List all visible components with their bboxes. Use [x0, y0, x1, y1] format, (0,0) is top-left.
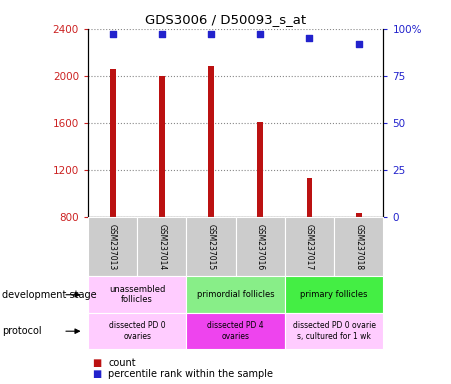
Bar — [159, 76, 165, 217]
Point — [306, 35, 313, 41]
Text: GSM237015: GSM237015 — [207, 223, 216, 270]
Bar — [208, 66, 214, 217]
Text: protocol: protocol — [2, 326, 42, 336]
Text: GSM237017: GSM237017 — [305, 223, 314, 270]
Bar — [110, 69, 115, 217]
Bar — [258, 122, 263, 217]
Text: primary follicles: primary follicles — [300, 290, 368, 299]
Text: development stage: development stage — [2, 290, 97, 300]
Text: GSM237018: GSM237018 — [354, 223, 363, 270]
Point — [257, 31, 264, 38]
Text: count: count — [108, 358, 136, 368]
Text: ■: ■ — [92, 358, 102, 368]
Point — [207, 31, 215, 38]
Text: dissected PD 4
ovaries: dissected PD 4 ovaries — [207, 321, 264, 341]
Text: dissected PD 0 ovarie
s, cultured for 1 wk: dissected PD 0 ovarie s, cultured for 1 … — [293, 321, 376, 341]
Text: dissected PD 0
ovaries: dissected PD 0 ovaries — [109, 321, 166, 341]
Text: GSM237014: GSM237014 — [157, 223, 166, 270]
Bar — [356, 213, 362, 217]
Text: unassembled
follicles: unassembled follicles — [109, 285, 166, 305]
Text: GSM237016: GSM237016 — [256, 223, 265, 270]
Point — [355, 41, 362, 47]
Text: primordial follicles: primordial follicles — [197, 290, 275, 299]
Text: GDS3006 / D50093_s_at: GDS3006 / D50093_s_at — [145, 13, 306, 26]
Text: percentile rank within the sample: percentile rank within the sample — [108, 369, 273, 379]
Text: ■: ■ — [92, 369, 102, 379]
Point — [158, 31, 166, 38]
Point — [109, 31, 116, 38]
Text: GSM237013: GSM237013 — [108, 223, 117, 270]
Bar — [307, 178, 313, 217]
